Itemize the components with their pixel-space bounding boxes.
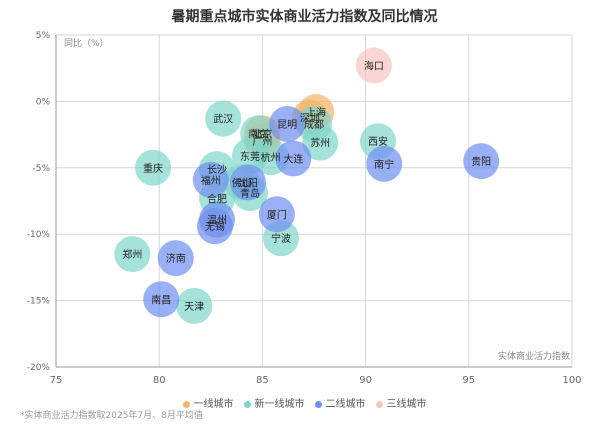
x-tick-label: 95 bbox=[462, 375, 475, 386]
bubble-label: 合肥 bbox=[207, 192, 227, 205]
bubble-label: 广州 bbox=[252, 136, 272, 148]
bubble[interactable] bbox=[302, 124, 339, 161]
x-tick-label: 90 bbox=[359, 375, 372, 386]
bubble-label: 北京 bbox=[252, 127, 272, 140]
bubble-label: 重庆 bbox=[143, 162, 163, 175]
y-tick-label: 0% bbox=[36, 97, 51, 107]
bubble[interactable] bbox=[192, 161, 229, 198]
y-axis-label: 同比（%） bbox=[64, 37, 109, 49]
bubble[interactable] bbox=[229, 164, 266, 201]
bubble-label: 无锡 bbox=[205, 220, 225, 233]
bubble[interactable] bbox=[463, 143, 500, 180]
y-tick-label: 5% bbox=[36, 31, 51, 41]
x-tick-label: 75 bbox=[50, 375, 63, 386]
bubble[interactable] bbox=[269, 105, 306, 142]
bubble[interactable] bbox=[196, 208, 233, 245]
legend-dot-icon bbox=[182, 400, 190, 408]
bubble[interactable] bbox=[143, 281, 180, 318]
bubble-label: 上海 bbox=[306, 106, 326, 119]
bubble[interactable] bbox=[157, 240, 194, 277]
bubble[interactable] bbox=[366, 145, 403, 182]
bubble-label: 郑州 bbox=[122, 248, 142, 261]
bubble-label: 昆明 bbox=[277, 119, 297, 131]
bubble-label: 青岛 bbox=[240, 187, 260, 200]
bubble-label: 温州 bbox=[207, 215, 227, 227]
legend-dot-icon bbox=[243, 400, 251, 408]
legend-item[interactable]: 新一线城市 bbox=[243, 395, 305, 410]
bubble-label: 深圳 bbox=[300, 112, 320, 124]
bubble-label: 海口 bbox=[364, 60, 384, 73]
bubble-label: 沈阳 bbox=[238, 176, 258, 189]
x-tick-label: 80 bbox=[153, 375, 166, 386]
x-tick-label: 85 bbox=[256, 375, 269, 386]
legend: 一线城市 新一线城市 二线城市 三线城市 bbox=[0, 395, 609, 410]
bubble-label: 长沙 bbox=[207, 164, 227, 176]
bubble-label: 济南 bbox=[166, 252, 186, 265]
legend-item[interactable]: 三线城市 bbox=[375, 395, 427, 410]
footnote: *实体商业活力指数取2025年7月、8月平均值 bbox=[20, 411, 203, 421]
bubble-label: 杭州 bbox=[261, 151, 281, 164]
bubble-label: 佛山 bbox=[232, 176, 252, 189]
y-tick-label: -15% bbox=[27, 297, 51, 307]
legend-label: 三线城市 bbox=[386, 399, 427, 410]
legend-dot-icon bbox=[375, 400, 383, 408]
bubble-label: 天津 bbox=[184, 301, 204, 313]
bubble-label: 西安 bbox=[368, 135, 388, 148]
bubble-label: 苏州 bbox=[310, 137, 330, 150]
legend-label: 一线城市 bbox=[193, 399, 234, 410]
bubble[interactable] bbox=[135, 149, 172, 186]
bubble-label: 福州 bbox=[201, 174, 221, 187]
x-axis-label: 实体商业活力指数 bbox=[498, 350, 570, 362]
legend-label: 新一线城市 bbox=[254, 399, 305, 410]
bubble-label: 南宁 bbox=[374, 158, 394, 171]
bubble-label: 南昌 bbox=[151, 293, 171, 306]
bubble[interactable] bbox=[258, 196, 295, 233]
bubble[interactable] bbox=[205, 100, 242, 137]
chart-title: 暑期重点城市实体商业活力指数及同比情况 bbox=[171, 9, 438, 25]
y-tick-label: -20% bbox=[27, 363, 51, 373]
legend-item[interactable]: 二线城市 bbox=[314, 395, 366, 410]
bubble-label: 贵阳 bbox=[471, 155, 491, 168]
legend-label: 二线城市 bbox=[325, 399, 366, 410]
legend-dot-icon bbox=[314, 400, 322, 408]
bubble[interactable] bbox=[355, 47, 392, 84]
bubble[interactable] bbox=[176, 287, 213, 324]
y-tick-label: -10% bbox=[27, 230, 51, 240]
bubble-label: 东莞 bbox=[240, 150, 260, 163]
legend-item[interactable]: 一线城市 bbox=[182, 395, 234, 410]
bubble-label: 厦门 bbox=[267, 208, 287, 221]
bubble[interactable] bbox=[275, 140, 312, 177]
bubble-label: 宁波 bbox=[271, 232, 291, 245]
bubble-label: 成都 bbox=[304, 119, 324, 131]
bubble-label: 大连 bbox=[283, 153, 303, 166]
x-tick-label: 100 bbox=[562, 375, 581, 386]
bubble-label: 武汉 bbox=[213, 113, 233, 126]
y-tick-label: -5% bbox=[32, 164, 50, 174]
bubble-label: 南京 bbox=[248, 127, 268, 140]
bubble[interactable] bbox=[114, 236, 151, 273]
